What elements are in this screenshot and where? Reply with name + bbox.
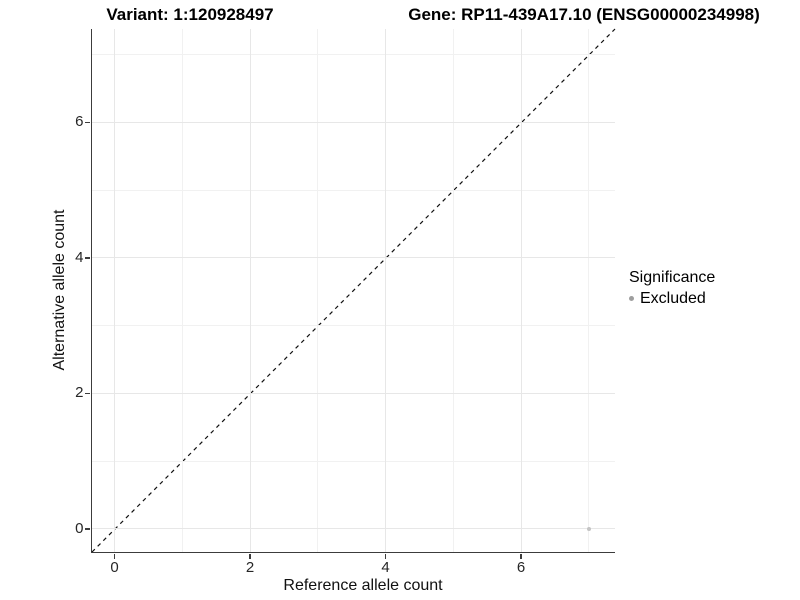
- y-axis-tick: [85, 392, 90, 395]
- gridline-major-horizontal: [91, 392, 615, 394]
- plot-title-variant: Variant: 1:120928497: [106, 5, 274, 24]
- gridline-major-horizontal: [91, 257, 615, 259]
- legend: Significance Excluded: [629, 268, 715, 308]
- gridline-minor-vertical: [181, 29, 183, 552]
- gridline-major-vertical: [114, 29, 116, 552]
- gridline-minor-horizontal: [91, 189, 615, 191]
- gridline-minor-vertical: [452, 29, 454, 552]
- plot-panel: 0 2 4 6 0 2 4 6: [75, 28, 615, 576]
- x-axis-tick-label: 0: [110, 559, 119, 576]
- x-axis-tick: [249, 553, 251, 559]
- x-axis-tick: [520, 553, 522, 559]
- plot-title-gene: Gene: RP11-439A17.10 (ENSG00000234998): [408, 5, 760, 24]
- y-axis-tick: [85, 528, 90, 530]
- data-point: [586, 526, 591, 531]
- y-axis-tick: [85, 257, 90, 259]
- legend-item-label: Excluded: [640, 290, 706, 307]
- gridline-minor-horizontal: [91, 54, 615, 56]
- y-axis-tick-label: 6: [75, 113, 84, 131]
- gridline-minor-horizontal: [91, 325, 615, 327]
- gridline-minor-vertical: [317, 29, 319, 552]
- gridline-minor-horizontal: [91, 460, 615, 462]
- y-axis-tick-label: 2: [75, 384, 84, 402]
- legend-point-icon: [629, 296, 634, 301]
- x-axis-tick-label: 2: [245, 559, 255, 576]
- y-axis-tick: [85, 121, 90, 124]
- identity-line: [91, 28, 615, 553]
- gridline-major-horizontal: [91, 528, 615, 530]
- gridline-major-vertical: [385, 29, 387, 552]
- legend-title: Significance: [629, 269, 716, 286]
- x-axis-title: Reference allele count: [283, 577, 443, 594]
- x-axis-tick: [113, 553, 116, 559]
- gridline-major-vertical: [520, 29, 522, 552]
- legend-item-excluded: Excluded: [629, 289, 715, 308]
- x-axis-tick: [384, 553, 387, 559]
- gridline-major-vertical: [249, 29, 251, 552]
- x-axis-tick-label: 6: [516, 559, 526, 576]
- gridline-major-horizontal: [91, 121, 615, 123]
- gridline-minor-vertical: [588, 29, 590, 552]
- y-axis-tick-label: 4: [75, 248, 84, 266]
- y-axis-tick-label: 0: [75, 519, 84, 537]
- x-axis-tick-label: 4: [381, 559, 390, 576]
